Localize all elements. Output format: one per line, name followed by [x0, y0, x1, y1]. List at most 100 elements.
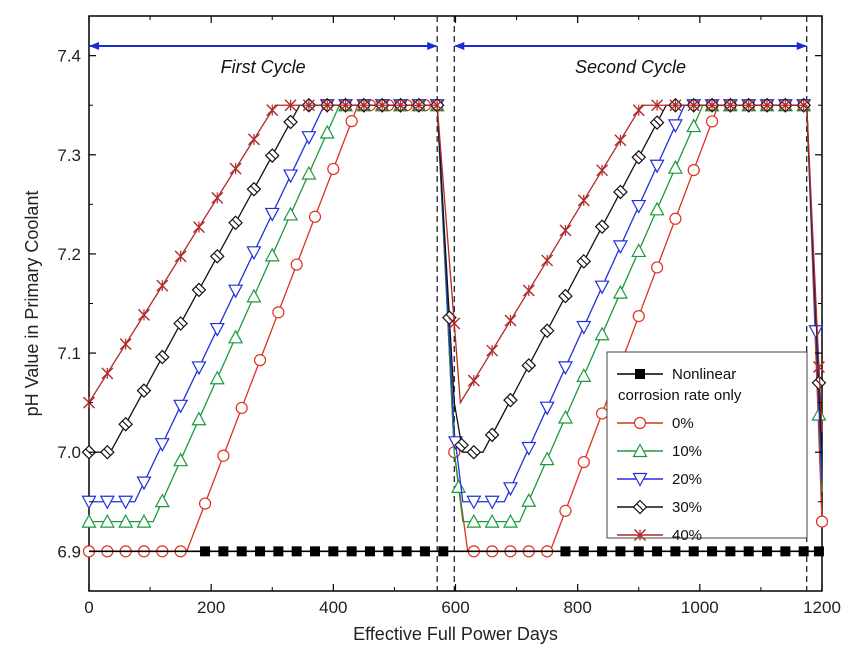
data-point [632, 104, 645, 117]
x-tick-label: 1200 [803, 598, 841, 617]
data-point [742, 99, 755, 112]
data-point [319, 124, 335, 139]
data-point [486, 344, 499, 357]
data-point [687, 99, 700, 112]
data-point [614, 134, 627, 147]
data-point [321, 99, 334, 112]
data-point [594, 326, 610, 341]
data-point [302, 99, 315, 112]
data-point [559, 504, 572, 517]
data-point [576, 254, 592, 269]
data-point [576, 320, 592, 335]
legend-label: 40% [672, 527, 702, 544]
legend-item: 20% [617, 471, 702, 488]
data-point [649, 159, 665, 174]
data-point [119, 338, 132, 351]
data-point [345, 115, 358, 128]
data-point [209, 248, 225, 264]
data-point [236, 546, 247, 557]
legend-marker [635, 369, 645, 379]
data-point [174, 250, 187, 263]
data-point [484, 513, 500, 528]
data-point [266, 104, 279, 117]
data-point [454, 437, 469, 453]
data-point [743, 546, 754, 557]
data-point [725, 546, 736, 557]
data-point [706, 99, 719, 112]
data-point [253, 354, 267, 367]
data-point [99, 444, 115, 460]
data-point [466, 495, 482, 510]
data-point [669, 99, 682, 112]
data-point [198, 497, 212, 510]
data-point [707, 546, 718, 557]
data-point [209, 370, 225, 385]
data-point [412, 99, 425, 112]
data-point [594, 219, 610, 235]
data-point [652, 546, 663, 557]
data-point [687, 164, 700, 177]
data-point [632, 310, 645, 323]
data-point [539, 401, 555, 416]
data-point [595, 407, 609, 420]
cycle-label: First Cycle [221, 57, 306, 77]
data-point [301, 131, 317, 145]
data-point [594, 280, 610, 295]
data-point [539, 451, 555, 466]
data-point [192, 221, 205, 234]
data-point [467, 374, 480, 387]
legend-label: 30% [672, 499, 702, 516]
y-axis-ticks: 6.9 7.0 7.1 7.2 7.3 7.4 [57, 47, 822, 561]
data-point [448, 317, 461, 330]
data-point [264, 247, 280, 262]
data-point [670, 546, 681, 557]
data-point [154, 349, 170, 365]
data-point [291, 546, 302, 557]
legend-label: Nonlinear [672, 366, 736, 383]
data-point [394, 99, 407, 112]
data-point [631, 149, 647, 165]
data-point [228, 284, 244, 299]
data-point [173, 452, 189, 467]
data-point [667, 159, 683, 174]
data-point [327, 162, 340, 176]
data-point [612, 240, 628, 255]
data-point [229, 162, 242, 175]
series-line [88, 104, 823, 433]
y-tick-label: 7.4 [57, 47, 81, 66]
data-point [798, 546, 809, 557]
data-point [705, 115, 719, 128]
data-point [560, 546, 571, 557]
legend-label: 10% [672, 443, 702, 460]
data-point [724, 99, 737, 112]
data-point [364, 546, 375, 557]
data-point [797, 99, 810, 112]
data-point [484, 495, 500, 510]
data-point [596, 164, 609, 177]
data-point [339, 99, 352, 112]
data-point [136, 383, 152, 398]
x-tick-label: 400 [319, 598, 347, 617]
data-point [612, 284, 628, 299]
data-point [346, 546, 357, 557]
data-point [136, 513, 152, 528]
legend-marker [634, 529, 646, 541]
legend-item: 0% [617, 415, 694, 432]
data-point [101, 367, 114, 380]
series-nonlinear [89, 546, 824, 557]
data-point [811, 375, 827, 391]
data-point [118, 513, 134, 528]
data-point [191, 282, 207, 298]
data-point [154, 493, 170, 508]
y-tick-label: 7.3 [57, 146, 81, 165]
data-point [191, 411, 207, 426]
data-point [466, 513, 482, 528]
data-point [264, 207, 280, 222]
data-point [438, 546, 449, 557]
data-point [401, 546, 412, 557]
data-point [200, 546, 211, 557]
data-point [255, 546, 266, 557]
data-point [577, 456, 590, 469]
data-point [669, 212, 682, 225]
